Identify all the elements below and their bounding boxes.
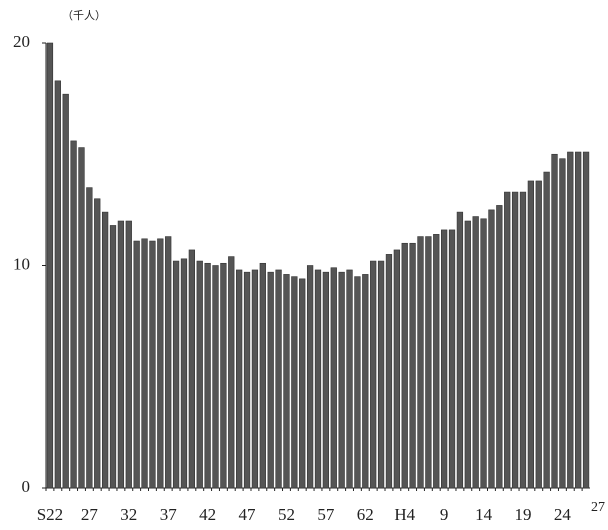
bar [54, 80, 61, 489]
x-tick-label: 32 [120, 505, 137, 524]
x-tick-label: 52 [278, 505, 295, 524]
y-tick-label: 0 [22, 477, 31, 496]
bar [94, 198, 101, 489]
bar [141, 238, 148, 489]
x-tick-label: 14 [475, 505, 493, 524]
bar [133, 240, 140, 489]
bar [385, 254, 393, 489]
bar [180, 258, 188, 489]
x-tick-label: 27 [81, 505, 99, 524]
bar [165, 236, 172, 489]
bar [236, 269, 243, 489]
bar [551, 153, 558, 489]
bar [314, 269, 322, 489]
x-tick-label: 24 [554, 505, 572, 524]
bar [220, 262, 227, 489]
bar [62, 93, 69, 489]
bar [496, 205, 503, 489]
x-tick-label: 37 [160, 505, 178, 524]
bar [464, 220, 471, 489]
bar [504, 191, 511, 489]
bar [196, 260, 203, 489]
bar [101, 211, 109, 489]
bar [401, 242, 408, 489]
bar [330, 267, 337, 489]
bar [377, 260, 385, 489]
bar [46, 42, 54, 489]
bar [535, 180, 542, 489]
bar [251, 269, 259, 489]
bar [472, 216, 479, 489]
bar [228, 256, 235, 489]
bar [243, 271, 251, 489]
bar [567, 151, 574, 489]
bar [511, 191, 519, 489]
bar [425, 236, 432, 489]
bar [172, 260, 180, 489]
x-tick-label: 62 [357, 505, 374, 524]
bar [519, 191, 527, 489]
bar [362, 274, 369, 489]
bar [149, 240, 156, 489]
bar [354, 276, 361, 489]
bar [370, 260, 377, 489]
x-tick-label: 42 [199, 505, 216, 524]
x-tick-label: 9 [440, 505, 449, 524]
bar [582, 151, 590, 489]
bar [306, 265, 314, 489]
bar [299, 278, 306, 489]
bar [543, 171, 550, 489]
bar [409, 242, 416, 489]
bar [78, 147, 85, 489]
x-tick-label: 19 [514, 505, 531, 524]
bar [283, 274, 290, 489]
bar [267, 271, 274, 489]
bar [109, 225, 117, 489]
bar [259, 262, 266, 489]
bar [456, 211, 464, 489]
x-tick-label: H4 [394, 505, 415, 524]
bar [338, 271, 345, 489]
bar [559, 158, 566, 489]
bar [322, 271, 330, 489]
y-tick-label: 20 [13, 32, 30, 51]
bar [417, 236, 424, 489]
bar [291, 276, 298, 489]
bar [70, 140, 77, 489]
unit-label: （千人） [62, 9, 106, 22]
bar [575, 151, 582, 489]
bar [275, 269, 282, 489]
bar [480, 218, 487, 489]
y-tick-label: 10 [13, 254, 30, 273]
bar [527, 180, 535, 489]
bar [488, 209, 495, 489]
bar [157, 238, 164, 489]
bar [346, 269, 353, 489]
bar [393, 249, 400, 489]
bar [433, 234, 440, 489]
bar [441, 229, 448, 489]
bar [117, 220, 125, 489]
x-tick-label: 27 [591, 500, 605, 515]
x-tick-label: S22 [37, 505, 63, 524]
bar [125, 220, 132, 489]
bar [86, 187, 93, 489]
bar [204, 262, 211, 489]
x-tick-label: 47 [239, 505, 257, 524]
bar [212, 265, 219, 489]
bar [448, 229, 456, 489]
x-tick-label: 57 [317, 505, 335, 524]
bar [188, 249, 195, 489]
